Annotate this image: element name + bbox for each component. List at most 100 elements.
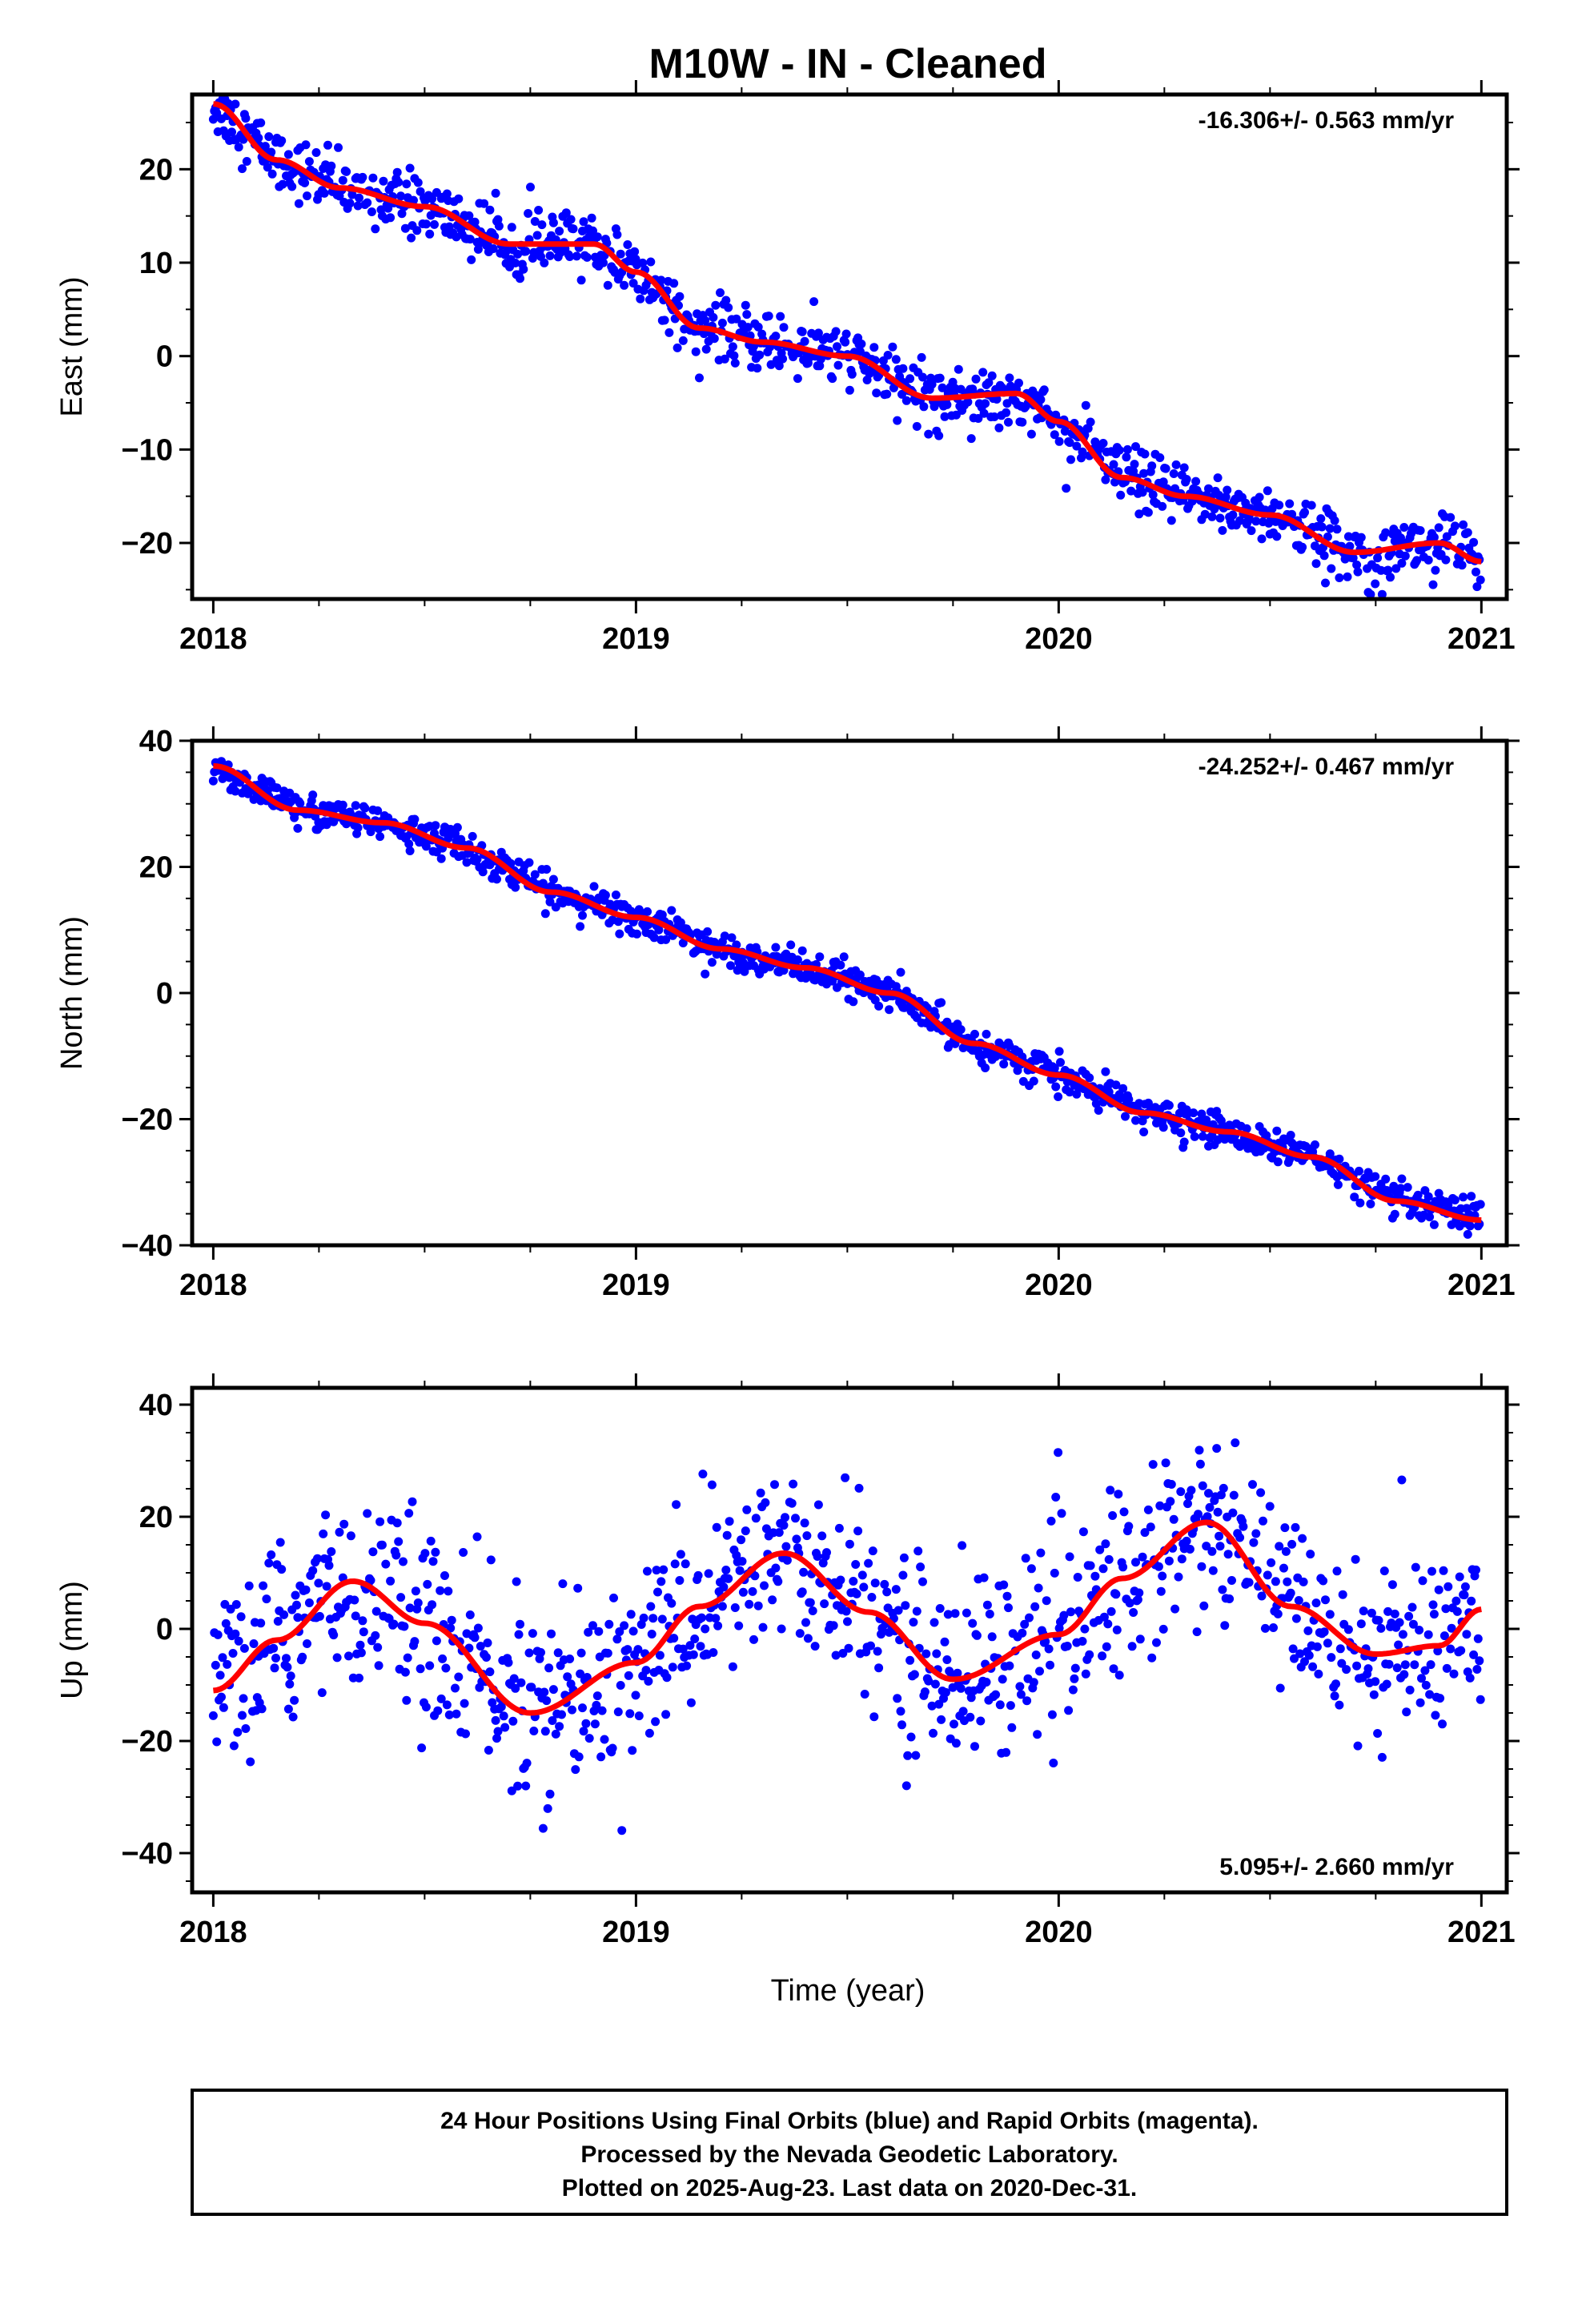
east-data-point: [1275, 501, 1284, 510]
east-data-point: [1086, 417, 1095, 427]
up-data-point: [912, 1606, 921, 1616]
up-data-point: [1425, 1690, 1435, 1699]
north-data-point: [1124, 1095, 1134, 1104]
east-data-point: [889, 383, 898, 392]
east-data-point: [716, 288, 725, 297]
north-data-point: [1085, 1073, 1094, 1083]
up-data-point: [813, 1500, 823, 1510]
east-data-point: [1014, 378, 1023, 388]
east-data-point: [987, 371, 997, 380]
east-data-point: [1446, 513, 1456, 522]
up-data-point: [371, 1606, 381, 1616]
up-data-point: [1156, 1586, 1166, 1596]
east-data-point: [1423, 555, 1433, 565]
up-data-point: [810, 1642, 820, 1651]
up-data-point: [1042, 1596, 1051, 1606]
up-data-point: [597, 1706, 607, 1715]
east-data-point: [869, 343, 879, 352]
up-data-point: [808, 1606, 817, 1615]
east-data-point: [1381, 528, 1391, 537]
up-data-point: [1323, 1638, 1332, 1648]
east-data-point: [1147, 461, 1157, 471]
up-data-point: [670, 1559, 680, 1569]
east-x-tick-label: 2018: [179, 622, 247, 656]
east-data-point: [888, 342, 897, 352]
north-y-tick-label: 40: [139, 725, 173, 758]
up-data-point: [496, 1702, 506, 1711]
up-data-point: [771, 1563, 781, 1573]
east-data-point: [828, 374, 837, 384]
up-data-point: [540, 1727, 550, 1736]
east-data-point: [1166, 516, 1176, 525]
up-data-point: [1304, 1651, 1314, 1660]
up-data-point: [1146, 1522, 1155, 1532]
east-data-point: [721, 296, 731, 305]
up-data-point: [1098, 1564, 1108, 1574]
up-data-point: [1421, 1680, 1431, 1690]
up-data-point: [845, 1539, 854, 1549]
up-data-point: [1286, 1588, 1295, 1598]
up-x-tick-label: 2021: [1447, 1916, 1516, 1949]
east-data-point: [425, 229, 435, 239]
east-data-point: [396, 191, 406, 201]
east-data-point: [454, 194, 464, 203]
up-data-point: [681, 1559, 690, 1569]
up-data-point: [344, 1651, 353, 1661]
up-data-point: [728, 1662, 737, 1671]
up-data-point: [1398, 1630, 1407, 1639]
up-data-point: [558, 1579, 568, 1589]
up-data-point: [425, 1661, 435, 1671]
up-data-point: [1106, 1486, 1115, 1495]
up-data-point: [213, 1630, 223, 1639]
east-data-point: [728, 342, 737, 352]
east-data-point: [407, 233, 416, 243]
up-data-point: [836, 1575, 845, 1585]
up-data-point: [685, 1641, 695, 1651]
east-data-point: [1158, 477, 1168, 487]
up-data-point: [1051, 1493, 1061, 1502]
up-data-point: [1332, 1566, 1342, 1576]
east-data-point: [442, 189, 452, 199]
east-data-point: [935, 373, 945, 383]
up-data-point: [924, 1676, 934, 1686]
north-data-point: [478, 867, 488, 877]
up-data-point: [800, 1518, 809, 1528]
up-data-point: [998, 1675, 1007, 1684]
up-data-point: [1102, 1642, 1111, 1651]
up-data-point: [1441, 1604, 1451, 1614]
up-data-point: [966, 1712, 975, 1722]
east-data-point: [394, 178, 404, 187]
east-data-point: [1251, 517, 1261, 526]
up-data-point: [1170, 1604, 1180, 1614]
up-data-point: [322, 1582, 331, 1591]
east-data-point: [548, 218, 558, 227]
north-data-point: [1325, 1149, 1335, 1159]
up-data-point: [1020, 1619, 1030, 1629]
up-data-point: [327, 1547, 336, 1556]
up-data-point: [452, 1709, 461, 1719]
east-data-point: [753, 364, 762, 373]
east-data-point: [379, 176, 388, 186]
up-data-point: [1319, 1576, 1328, 1586]
up-data-point: [436, 1586, 445, 1595]
up-data-point: [428, 1600, 437, 1610]
up-data-point: [1213, 1507, 1223, 1517]
north-data-point: [1355, 1198, 1365, 1208]
up-data-point: [1152, 1638, 1161, 1647]
up-data-point: [1359, 1606, 1368, 1616]
north-data-point: [1390, 1209, 1399, 1219]
up-data-point: [628, 1626, 638, 1636]
up-data-point: [359, 1627, 368, 1637]
up-data-point: [838, 1649, 848, 1658]
north-data-point: [970, 1029, 979, 1039]
up-data-point: [1259, 1516, 1267, 1526]
north-data-point: [720, 931, 729, 941]
east-data-point: [1155, 453, 1165, 462]
up-data-point: [1442, 1663, 1452, 1673]
up-data-point: [394, 1537, 404, 1546]
east-data-point: [1228, 510, 1238, 520]
up-data-point: [329, 1630, 339, 1640]
up-data-point: [1287, 1539, 1297, 1549]
east-data-point: [793, 374, 802, 384]
east-data-point: [242, 157, 251, 166]
